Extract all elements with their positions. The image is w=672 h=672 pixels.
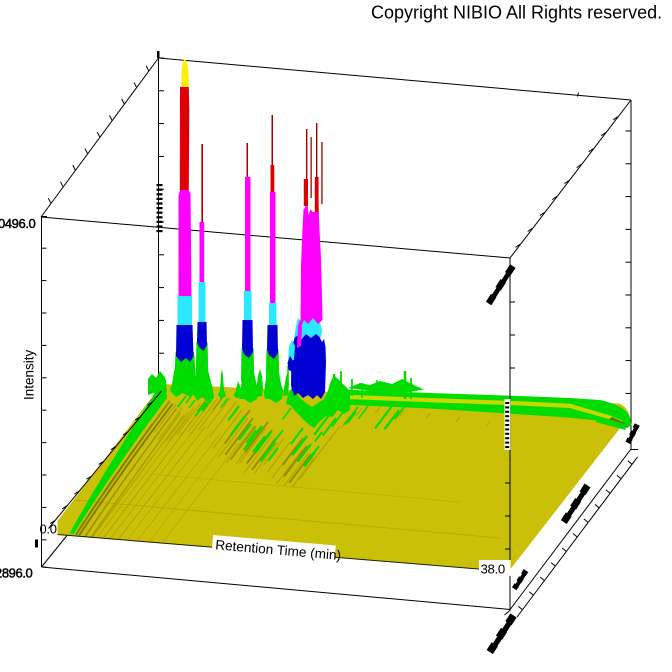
svg-text:38.0: 38.0: [481, 562, 505, 577]
svg-text:2896.0: 2896.0: [0, 566, 33, 581]
svg-text:0.0: 0.0: [40, 522, 57, 537]
svg-text:Copyright NIBIO All Rights res: Copyright NIBIO All Rights reserved.: [371, 3, 662, 23]
svg-text:0496.0: 0496.0: [0, 216, 36, 231]
svg-text:Intensity: Intensity: [22, 349, 37, 400]
